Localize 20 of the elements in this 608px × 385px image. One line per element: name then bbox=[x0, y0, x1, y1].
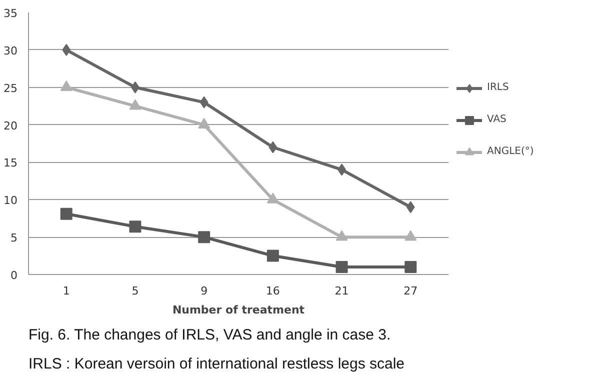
y-tick-label: 35 bbox=[4, 7, 18, 20]
y-tick-label: 20 bbox=[4, 119, 18, 132]
y-tick-label: 15 bbox=[4, 156, 18, 170]
x-axis-title: Number of treatment bbox=[172, 304, 305, 316]
caption: Fig. 6. The changes of IRLS, VAS and angle in case 3. bbox=[28, 326, 391, 344]
x-tick-label: 21 bbox=[334, 284, 349, 298]
y-tick-label: 5 bbox=[10, 232, 18, 245]
x-tick-label: 9 bbox=[200, 284, 208, 298]
y-tick-label: 25 bbox=[4, 82, 18, 95]
text: IRLS : Korean versoin of international restless legs scale bbox=[28, 356, 405, 372]
y-tick-label: 0 bbox=[10, 269, 18, 282]
legend-label: IRLS bbox=[487, 82, 509, 93]
x-tick-label: 5 bbox=[132, 284, 139, 298]
x-tick-label: 1 bbox=[62, 284, 70, 298]
x-tick-label: 27 bbox=[404, 284, 418, 298]
legend-label: ANGLE(°) bbox=[487, 146, 534, 157]
x-tick-label: 16 bbox=[266, 284, 280, 298]
legend-label: VAS bbox=[487, 114, 507, 125]
y-tick-label: 30 bbox=[4, 44, 18, 58]
y-tick-label: 10 bbox=[4, 194, 18, 208]
